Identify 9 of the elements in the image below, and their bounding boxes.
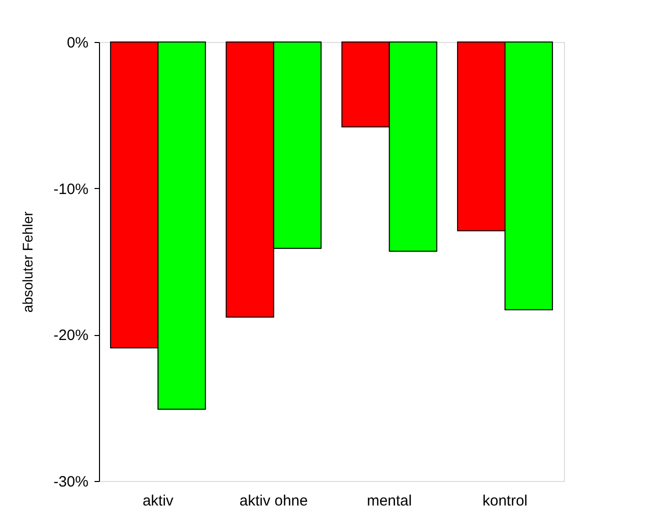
x-tick-label: kontrol: [482, 492, 528, 510]
x-tick-label: aktiv: [142, 492, 174, 510]
x-tick-label: aktiv ohne: [239, 492, 308, 510]
y-axis-title: absoluter Fehler: [19, 211, 36, 313]
x-tick-label: mental: [366, 492, 412, 510]
y-tick-label: 0%: [66, 34, 88, 52]
y-tick-label: -10%: [53, 180, 88, 198]
y-tick-label: -20%: [53, 327, 88, 344]
y-tick-label: -30%: [53, 474, 88, 490]
